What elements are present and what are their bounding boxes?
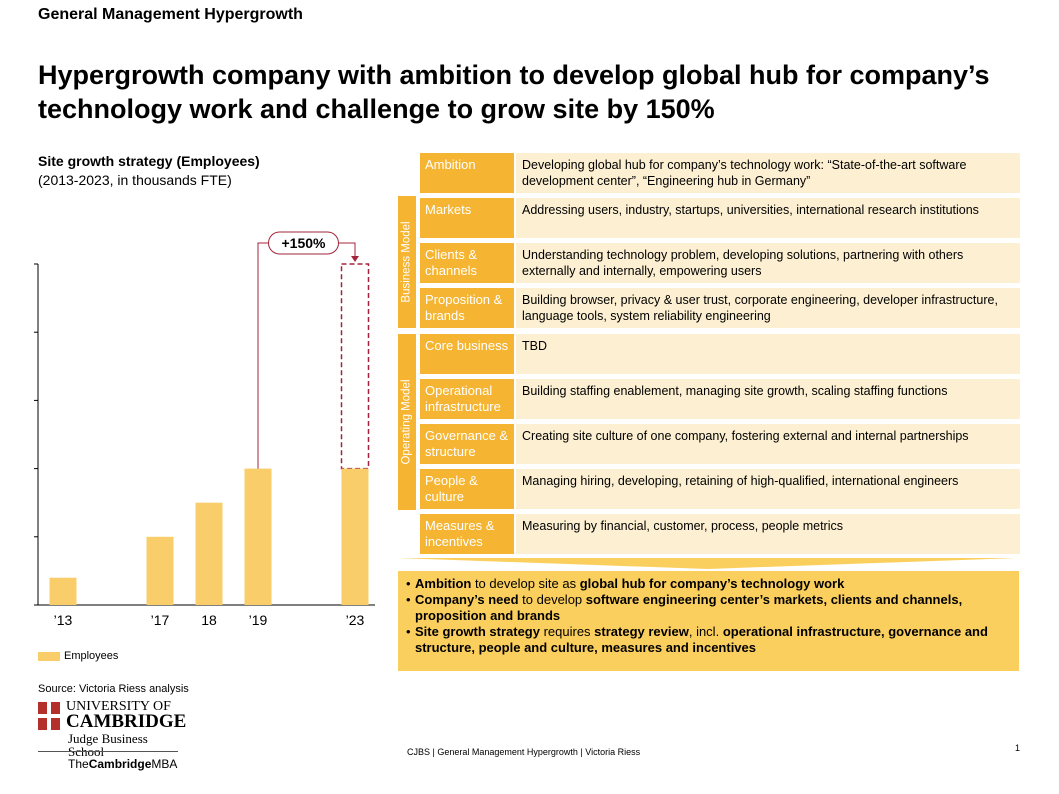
bar (244, 468, 272, 605)
chart-subtitle: (2013-2023, in thousands FTE) (38, 172, 232, 188)
bar (341, 468, 369, 605)
row-label: Ambition (420, 153, 514, 193)
row-description: Addressing users, industry, startups, un… (516, 198, 1020, 238)
row-label: Measures & incentives (420, 514, 514, 554)
summary-bullet: • Site growth strategy requires strategy… (406, 624, 988, 655)
business-model-label: Business Model (401, 221, 413, 303)
footer: CJBS | General Management Hypergrowth | … (407, 747, 641, 757)
x-tick-label: ’17 (151, 612, 170, 628)
section-label: General Management Hypergrowth (38, 6, 303, 23)
x-tick-label: ’13 (54, 612, 73, 628)
target-bar (340, 263, 370, 470)
table-row: Core business TBD (420, 334, 1020, 374)
page-number: 1 (1015, 743, 1021, 753)
row-description: TBD (516, 334, 1020, 374)
operating-model-label: Operating Model (401, 379, 413, 465)
legend-swatch (38, 651, 60, 661)
row-label: Clients & channels (420, 243, 514, 283)
business-model-bracket: Business Model (398, 196, 416, 328)
annotation-arrowhead (351, 256, 359, 262)
x-tick-label: ’23 (346, 612, 365, 628)
summary-bullet: • Ambition to develop site as global hub… (406, 576, 845, 591)
row-description: Developing global hub for company’s tech… (516, 153, 1020, 193)
row-label: Markets (420, 198, 514, 238)
row-description: Building browser, privacy & user trust, … (516, 288, 1020, 328)
bar (49, 577, 77, 605)
row-label: Core business (420, 334, 514, 374)
table-row: Measures & incentives Measuring by finan… (420, 514, 1020, 554)
table-row: People & culture Managing hiring, develo… (420, 469, 1020, 509)
annotation-bubble (268, 231, 339, 255)
row-description: Building staffing enablement, managing s… (516, 379, 1020, 419)
summary-arrow (398, 558, 1018, 569)
legend-label: Employees (64, 650, 119, 662)
row-label: Operational infrastructure (420, 379, 514, 419)
bar (146, 536, 174, 605)
logo-line2: CAMBRIDGE (66, 711, 187, 732)
table-row: Governance & structure Creating site cul… (420, 424, 1020, 464)
row-label: People & culture (420, 469, 514, 509)
table-row: Markets Addressing users, industry, star… (420, 198, 1020, 238)
cambridge-logo: UNIVERSITY OF CAMBRIDGE Judge Business S… (38, 699, 186, 775)
logo-divider (38, 751, 178, 752)
table-row: Operational infrastructure Building staf… (420, 379, 1020, 419)
site-growth-chart: ’13 ’17 18 ’19 ’23 +150% (34, 231, 375, 628)
annotation-label: +150% (282, 235, 327, 251)
row-description: Managing hiring, developing, retaining o… (516, 469, 1020, 509)
table-row: Clients & channels Understanding technol… (420, 243, 1020, 283)
summary-bullet: • Company’s need to develop software eng… (406, 592, 963, 623)
summary-box: • Ambition to develop site as global hub… (398, 571, 1019, 671)
bar (195, 502, 223, 605)
row-description: Understanding technology problem, develo… (516, 243, 1020, 283)
logo-line1: UNIVERSITY OF (66, 699, 171, 714)
crest-icon (38, 702, 60, 730)
operating-model-bracket: Operating Model (398, 334, 416, 510)
row-label: Proposition & brands (420, 288, 514, 328)
x-tick-label: 18 (201, 612, 217, 628)
x-tick-label: ’19 (249, 612, 268, 628)
page-title: Hypergrowth company with ambition to dev… (38, 60, 990, 124)
table-row: Ambition Developing global hub for compa… (420, 153, 1020, 193)
row-label: Governance & structure (420, 424, 514, 464)
source-note: Source: Victoria Riess analysis (38, 683, 189, 695)
mba-logo: TheCambridgeMBA (68, 757, 178, 771)
chart-legend: Employees (38, 650, 118, 662)
logo-line3: Judge Business School (68, 731, 148, 759)
chart-title: Site growth strategy (Employees) (38, 153, 260, 169)
row-description: Measuring by financial, customer, proces… (516, 514, 1020, 554)
table-row: Proposition & brands Building browser, p… (420, 288, 1020, 328)
row-description: Creating site culture of one company, fo… (516, 424, 1020, 464)
annotation-connector (257, 242, 356, 469)
